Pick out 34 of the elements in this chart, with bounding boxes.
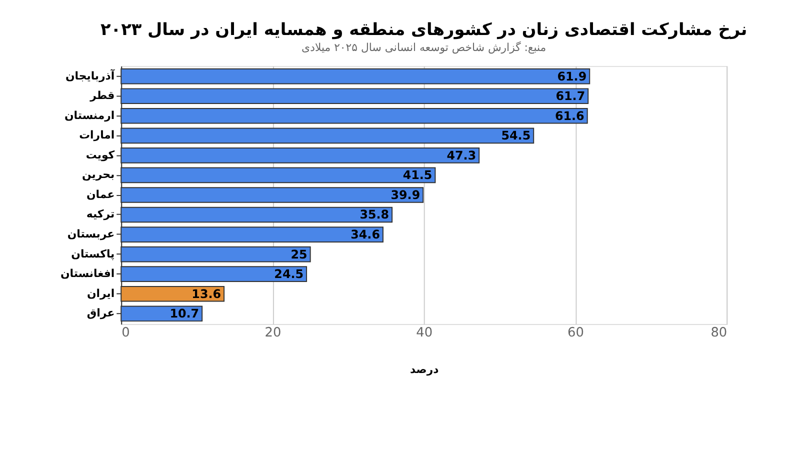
y-tick-label: افغانستان: [60, 267, 115, 280]
y-tick-label: قطر: [89, 89, 115, 102]
y-tick-label: کویت: [86, 148, 116, 162]
y-tick-label: ایران: [86, 286, 115, 300]
data-label: 10.7: [170, 306, 200, 321]
data-label: 24.5: [274, 267, 304, 282]
y-tick-label: ارمنستان: [64, 108, 115, 122]
y-tick-label: عمان: [86, 188, 115, 201]
data-label: 13.6: [192, 286, 222, 301]
x-tick-label: 0: [122, 325, 130, 340]
chart-title: نرخ مشارکت اقتصادی زنان در کشورهای منطقه و همسایه ایران در سال ۲۰۲۳: [100, 19, 748, 40]
x-tick-label: 40: [416, 325, 433, 340]
y-tick-label: بحرین: [82, 168, 115, 182]
data-label: 25: [290, 247, 308, 262]
y-tick-label: عربستان: [67, 228, 115, 241]
y-tick-label: عراق: [86, 306, 115, 320]
data-label: 41.5: [402, 168, 432, 182]
x-tick-label: 60: [568, 325, 584, 340]
y-tick-label: آذربایجان: [65, 68, 115, 82]
data-label: 34.6: [350, 228, 380, 242]
chart-subtitle: منبع: گزارش شاخص توسعه انسانی سال ۲۰۲۵ میلادی: [302, 41, 546, 54]
data-label: 39.9: [390, 188, 420, 202]
data-label: 61.7: [556, 89, 586, 104]
y-tick-label: پاکستان: [71, 247, 115, 260]
y-tick-label: امارات: [79, 128, 115, 142]
x-tick-label: 20: [264, 325, 282, 340]
data-label: 47.3: [446, 148, 476, 162]
data-label: 35.8: [360, 208, 390, 222]
data-label: 61.9: [557, 69, 587, 84]
data-label: 61.6: [554, 108, 584, 123]
x-axis-title: درصد: [410, 363, 440, 376]
y-tick-label: ترکیه: [86, 208, 115, 221]
x-tick-label: 80: [710, 325, 728, 340]
data-label: 54.5: [501, 128, 531, 143]
